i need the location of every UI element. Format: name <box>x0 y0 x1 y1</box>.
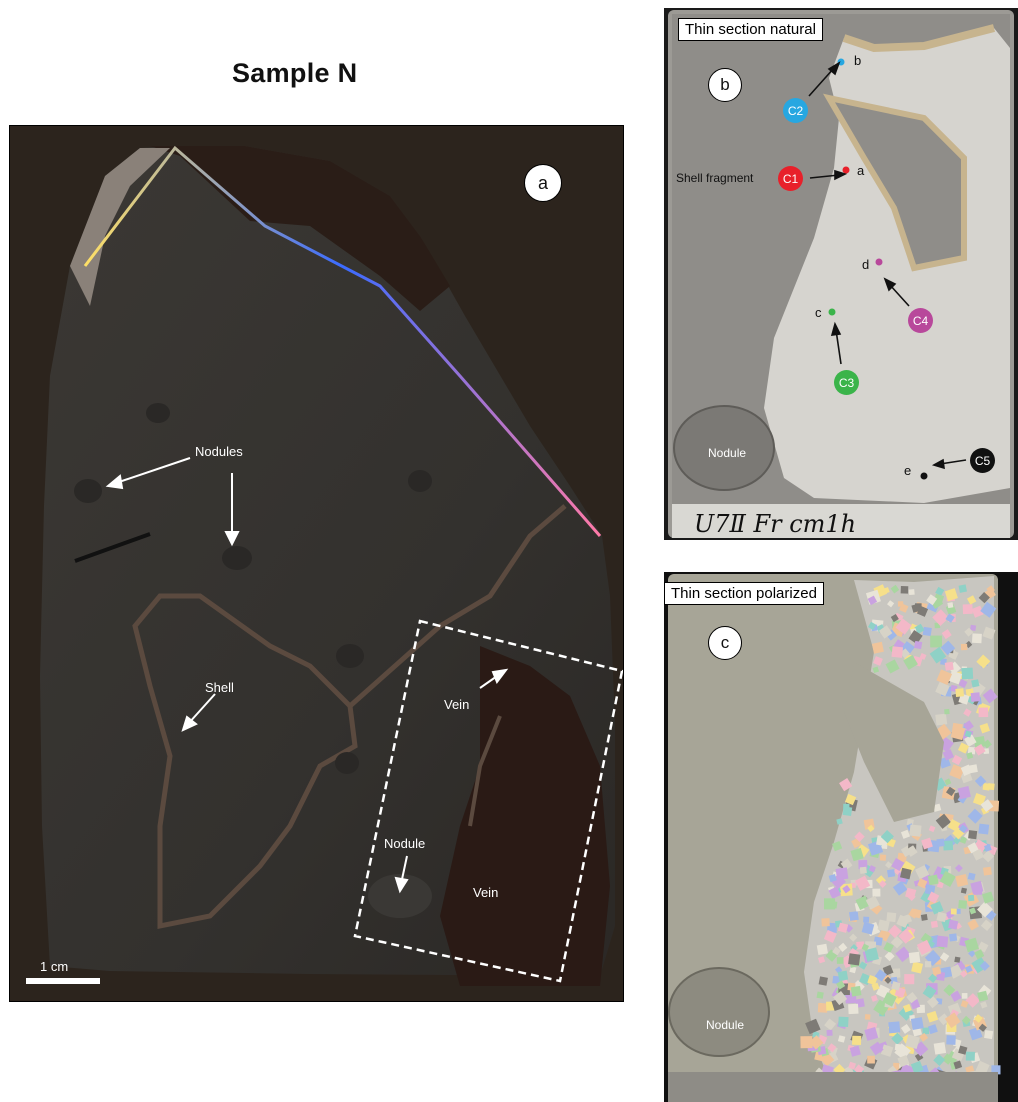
point-c5-badge: C5 <box>970 448 995 473</box>
nodule-label-c: Nodule <box>706 1018 745 1032</box>
panel-a-letter: a <box>537 172 548 193</box>
point-c1-badge: C1 <box>778 166 803 191</box>
panel-a-annotations <box>105 457 623 983</box>
shell-fragment-label: Shell fragment <box>676 171 754 185</box>
point-c4-badge: C4 <box>908 308 933 333</box>
thin-section-natural-panel: U7Ⅱ Fr cm1h Thin section natural b C2 C1… <box>664 8 1018 540</box>
point-c3-badge: C3 <box>834 370 859 395</box>
point-a-letter: a <box>857 163 865 178</box>
specimen-photo-panel: a Nodules Shell Vein Nodule Vein 1 cm <box>9 125 624 1002</box>
point-e-letter: e <box>904 463 912 478</box>
figure-title: Sample N <box>232 58 358 88</box>
label-vein-top: Vein <box>444 697 470 712</box>
point-b-letter: b <box>854 53 862 68</box>
panel-b-letter: b <box>720 75 730 94</box>
scale-bar <box>26 978 100 984</box>
label-vein-bottom: Vein <box>473 885 499 900</box>
thin-section-polarized-panel: Thin section polarized c Nodule <box>664 572 1018 1102</box>
nodule-label-b: Nodule <box>708 446 747 460</box>
point-d-letter: d <box>862 257 870 272</box>
point-c-letter: c <box>815 305 822 320</box>
panel-a-letter-badge: a <box>524 164 562 202</box>
panel-b-annotations <box>808 58 967 480</box>
thin-section-natural-caption: Thin section natural <box>678 18 823 41</box>
label-shell: Shell <box>205 680 234 695</box>
panel-c-letter-badge: c <box>708 626 742 660</box>
thin-section-polarized-image <box>664 572 1018 1102</box>
handwriting: U7Ⅱ Fr cm1h <box>694 510 856 538</box>
panel-b-letter-badge: b <box>708 68 742 102</box>
specimen-photo <box>10 126 623 1001</box>
thin-section-polarized-caption: Thin section polarized <box>664 582 824 605</box>
point-c2-badge: C2 <box>783 98 808 123</box>
label-nodule: Nodule <box>384 836 426 851</box>
scale-bar-label: 1 cm <box>40 959 69 974</box>
label-nodules: Nodules <box>195 444 243 459</box>
panel-c-letter: c <box>720 633 730 652</box>
thin-section-natural-image: U7Ⅱ Fr cm1h <box>668 10 1014 538</box>
